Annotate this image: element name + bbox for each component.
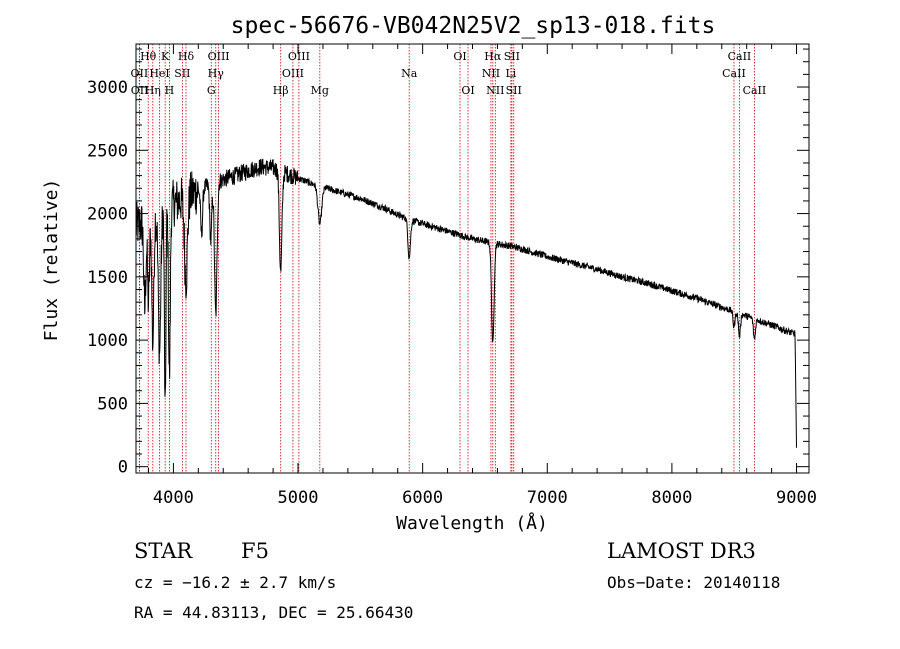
survey-name: LAMOST DR3 <box>607 539 756 563</box>
line-marker-label: SII <box>174 67 190 80</box>
line-marker-label: Hδ <box>178 50 195 63</box>
x-axis-ticks <box>147 44 798 473</box>
x-tick-label: 7000 <box>527 488 568 508</box>
x-axis-tick-labels: 4000 5000 6000 7000 8000 9000 <box>153 488 817 508</box>
y-tick-label: 0 <box>118 458 128 478</box>
y-tick-label: 1000 <box>87 331 128 351</box>
line-marker-label: Hγ <box>208 67 225 80</box>
y-axis-ticks <box>136 48 809 468</box>
line-marker-label: CaII <box>722 67 746 80</box>
object-class: STAR <box>134 539 193 563</box>
line-marker-label: NII <box>482 67 500 80</box>
x-tick-label: 4000 <box>153 488 194 508</box>
line-marker-label: CaII <box>728 50 752 63</box>
y-axis-tick-labels: 0 500 1000 1500 2000 2500 3000 <box>87 78 128 478</box>
x-tick-label: 5000 <box>278 488 319 508</box>
line-markers <box>138 44 755 473</box>
line-marker-label: OIII <box>288 50 310 63</box>
line-marker-label: SII <box>504 50 520 63</box>
x-tick-label: 8000 <box>651 488 692 508</box>
sky-coordinates: RA = 44.83113, DEC = 25.66430 <box>134 603 414 622</box>
line-marker-label: HeI <box>149 67 169 80</box>
line-marker-label: OI <box>453 50 466 63</box>
y-tick-label: 1500 <box>87 268 128 288</box>
chart-title: spec-56676-VB042N25V2_sp13-018.fits <box>231 13 716 39</box>
y-tick-label: 2500 <box>87 141 128 161</box>
line-marker-label: Na <box>401 67 418 80</box>
line-marker-label: OIII <box>282 67 304 80</box>
line-marker-label: SII <box>506 84 522 97</box>
y-tick-label: 3000 <box>87 78 128 98</box>
line-marker-label: G <box>207 84 216 97</box>
observation-date: Obs−Date: 20140118 <box>607 573 781 592</box>
y-axis-label: Flux (relative) <box>41 179 62 342</box>
line-marker-label: Mg <box>311 84 329 97</box>
line-marker-label: OI <box>461 84 474 97</box>
line-marker-label: H <box>165 84 175 97</box>
line-marker-label: K <box>161 50 170 63</box>
line-marker-label: Hα <box>484 50 502 63</box>
line-marker-label: NII <box>486 84 504 97</box>
line-marker-label: Hη <box>145 84 161 97</box>
line-marker-label: OII <box>131 67 149 80</box>
plot-frame <box>135 43 810 474</box>
line-marker-label: OIII <box>208 50 230 63</box>
redshift-value: cz = −16.2 ± 2.7 km/s <box>134 573 337 592</box>
x-axis-label: Wavelength (Å) <box>396 512 548 534</box>
y-tick-label: 2000 <box>87 205 128 225</box>
y-tick-label: 500 <box>97 394 128 414</box>
x-tick-label: 9000 <box>776 488 817 508</box>
spectral-subclass: F5 <box>241 539 269 563</box>
x-tick-label: 6000 <box>402 488 443 508</box>
line-marker-label: CaII <box>743 84 767 97</box>
line-marker-label: Hθ <box>140 50 157 63</box>
line-marker-label: Hβ <box>273 84 289 97</box>
spectrum-line <box>135 158 797 448</box>
line-marker-label: Li <box>505 67 516 80</box>
